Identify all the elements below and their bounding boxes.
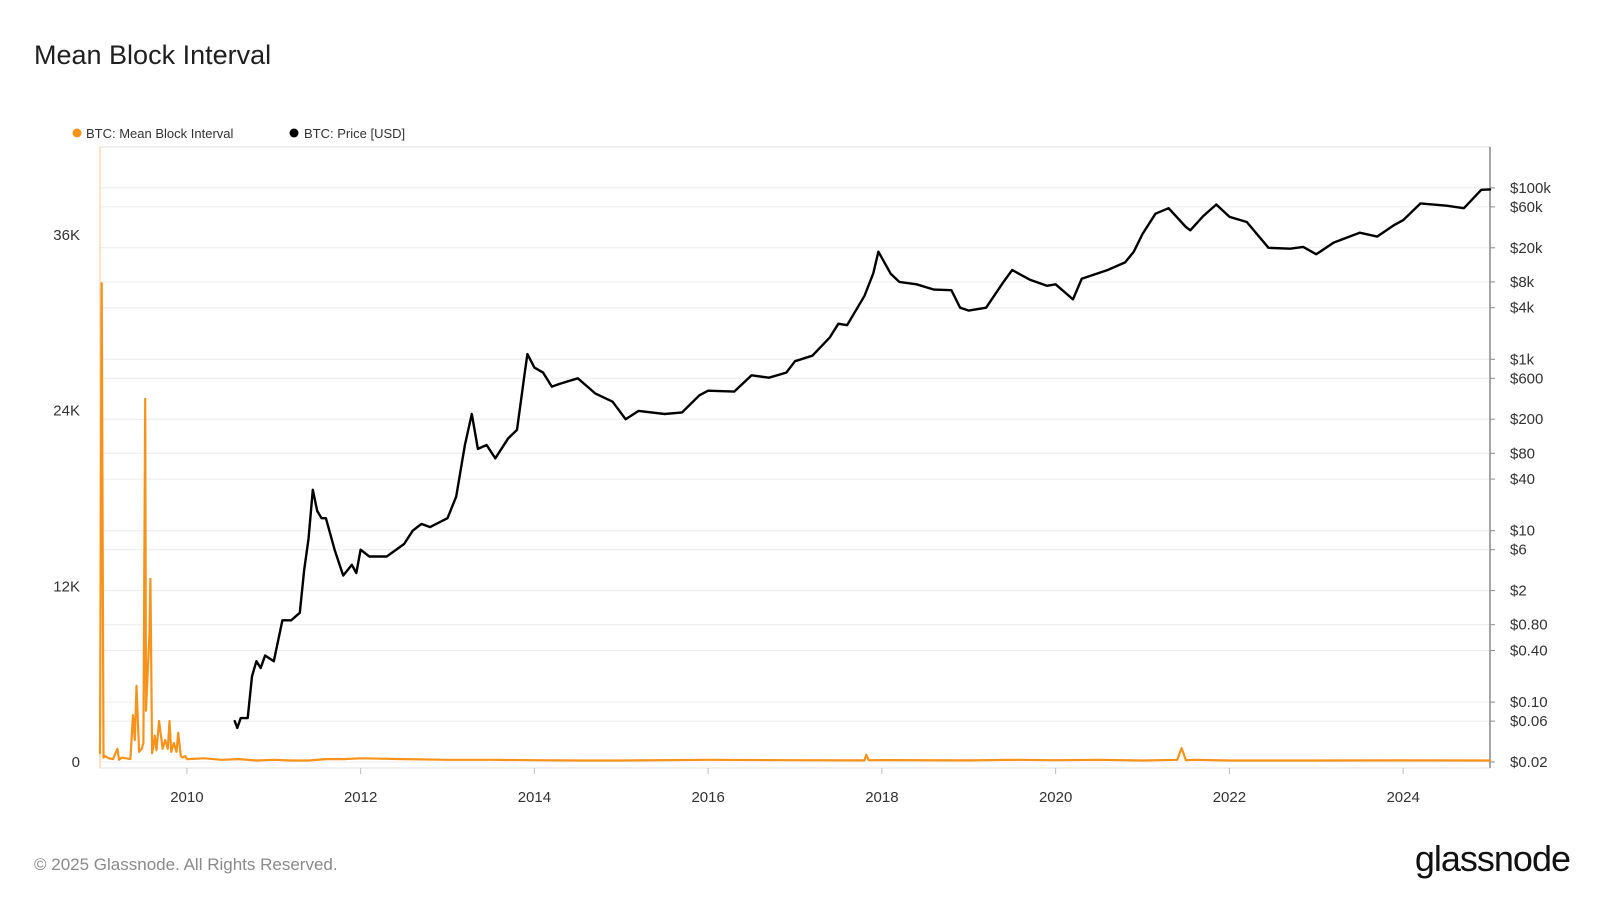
y-right-tick-label: $10 <box>1510 523 1535 540</box>
footer-copyright: © 2025 Glassnode. All Rights Reserved. <box>34 855 338 874</box>
legend: BTC: Mean Block Interval BTC: Price [USD… <box>72 126 405 141</box>
y-left-tick-label: 12K <box>53 578 80 595</box>
series-line-mean-block-interval <box>98 282 1492 762</box>
y-right-tick-label: $1k <box>1510 351 1535 368</box>
y-right-tick-label: $8k <box>1510 274 1535 291</box>
series-group <box>98 188 1492 762</box>
x-tick-label: 2020 <box>1039 789 1072 806</box>
y-right-tick-label: $20k <box>1510 240 1543 257</box>
y-right-tick-label: $600 <box>1510 370 1543 387</box>
legend-marker-interval <box>72 128 82 138</box>
x-tick-label: 2018 <box>865 789 898 806</box>
y-right-tick-label: $80 <box>1510 445 1535 462</box>
y-right-tick-label: $6 <box>1510 542 1527 559</box>
x-tick-label: 2024 <box>1386 789 1419 806</box>
chart-title: Mean Block Interval <box>34 40 272 70</box>
y-right-tick-label: $0.10 <box>1510 694 1548 711</box>
legend-label-price: BTC: Price [USD] <box>304 126 405 141</box>
y-right-tick-label: $60k <box>1510 199 1543 216</box>
y-left-axis: 0 12K 24K 36K <box>53 227 80 771</box>
y-right-tick-label: $100k <box>1510 180 1551 197</box>
x-tick-label: 2014 <box>518 789 551 806</box>
y-right-tick-label: $0.06 <box>1510 713 1548 730</box>
legend-label-interval: BTC: Mean Block Interval <box>86 126 233 141</box>
chart-grid <box>100 187 1490 763</box>
brand-logo: glassnode <box>1414 838 1571 879</box>
y-left-tick-label: 24K <box>53 403 80 420</box>
series-line-price <box>233 188 1492 730</box>
y-left-tick-label: 0 <box>72 754 80 771</box>
y-right-tick-label: $0.40 <box>1510 643 1548 660</box>
y-left-tick-label: 36K <box>53 227 80 244</box>
x-axis: 2010 2012 2014 2016 2018 2020 2022 2024 <box>170 768 1420 806</box>
x-tick-label: 2022 <box>1213 789 1246 806</box>
plot-frame <box>99 146 1491 769</box>
x-tick-label: 2010 <box>170 789 203 806</box>
y-right-tick-label: $0.80 <box>1510 617 1548 634</box>
y-right-tick-label: $0.02 <box>1510 754 1548 771</box>
y-right-tick-label: $200 <box>1510 411 1543 428</box>
y-right-tick-label: $2 <box>1510 583 1527 600</box>
legend-marker-price <box>289 128 299 138</box>
x-tick-label: 2016 <box>691 789 724 806</box>
y-right-tick-label: $4k <box>1510 300 1535 317</box>
y-right-axis: $100k $60k $20k $8k $4k $1k $600 $200 $80 $40 $10 $… <box>1490 180 1551 771</box>
x-tick-label: 2012 <box>344 789 377 806</box>
y-right-tick-label: $40 <box>1510 471 1535 488</box>
